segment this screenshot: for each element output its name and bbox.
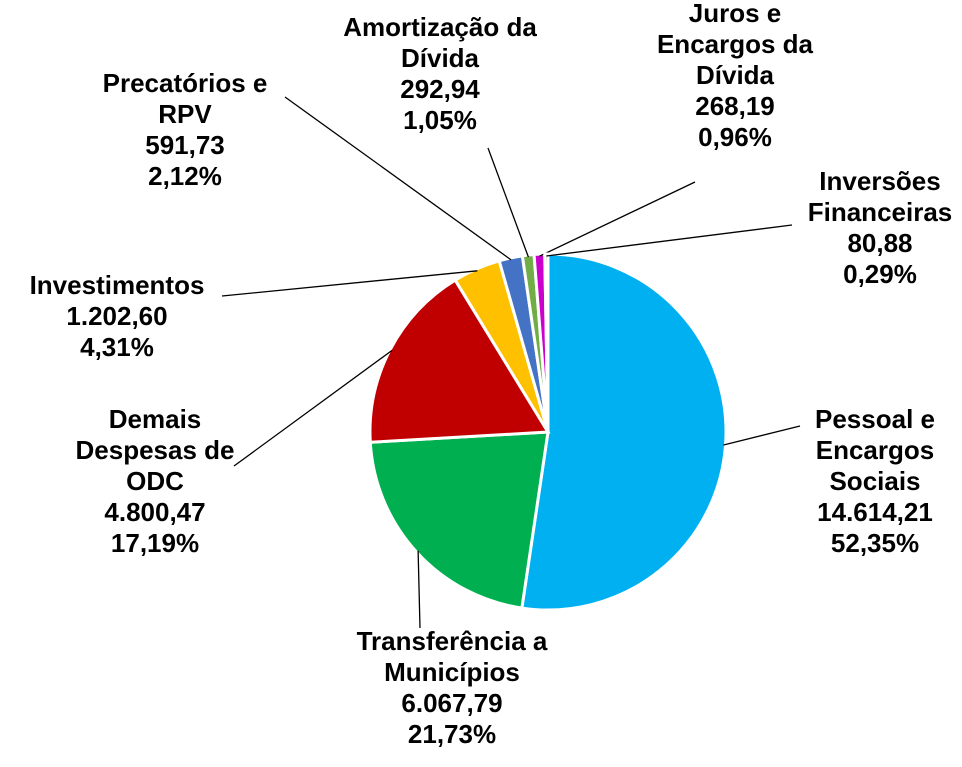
slice-label: Demais Despesas de ODC 4.800,47 17,19% [73,404,238,559]
leader-line [487,147,530,258]
slice-label: Inversões Financeiras 80,88 0,29% [800,166,960,290]
leader-line [417,550,421,629]
slice-label: Amortização da Dívida 292,94 1,05% [343,12,538,136]
percent-label: 52,35% [830,528,920,558]
leader-line [233,349,393,467]
pie-slice [543,252,550,433]
leader-line [539,181,696,257]
category-label: Juros e Encargos da Dívida [656,0,814,90]
value-label: 6.067,79 [401,688,503,718]
category-label: Demais Despesas de ODC [75,404,235,496]
percent-label: 17,19% [110,528,200,558]
slice-label: Juros e Encargos da Dívida 268,19 0,96% [643,0,828,153]
slice-label: Precatórios e RPV 591,73 2,12% [83,68,288,192]
value-label: 292,94 [400,74,480,104]
slice-label: Transferência a Municípios 6.067,79 21,73% [345,626,560,750]
value-label: 4.800,47 [104,497,206,527]
category-label: Amortização da Dívida [343,12,537,73]
category-label: Inversões Financeiras [807,166,953,227]
percent-label: 0,29% [843,259,917,289]
category-label: Transferência a Municípios [356,626,548,687]
leader-line [546,224,793,257]
pie-slice [520,252,728,612]
category-label: Investimentos [29,270,205,300]
leader-line [723,425,801,446]
percent-label: 1,05% [403,105,477,135]
percent-label: 4,31% [80,332,154,362]
value-label: 1.202,60 [66,301,168,331]
value-label: 268,19 [695,91,775,121]
pie-slice [368,430,550,610]
category-label: Pessoal e Encargos Sociais [815,404,935,496]
category-label: Precatórios e RPV [102,68,268,129]
value-label: 80,88 [847,228,913,258]
percent-label: 2,12% [148,161,222,191]
leader-line [284,96,512,261]
percent-label: 21,73% [407,719,497,749]
leader-line [221,270,478,297]
slice-label: Pessoal e Encargos Sociais 14.614,21 52,35… [795,404,955,559]
pie-slice [368,278,551,444]
value-label: 591,73 [145,130,225,160]
value-label: 14.614,21 [817,497,933,527]
percent-label: 0,96% [698,122,772,152]
slice-label: Investimentos 1.202,60 4,31% [2,270,232,363]
